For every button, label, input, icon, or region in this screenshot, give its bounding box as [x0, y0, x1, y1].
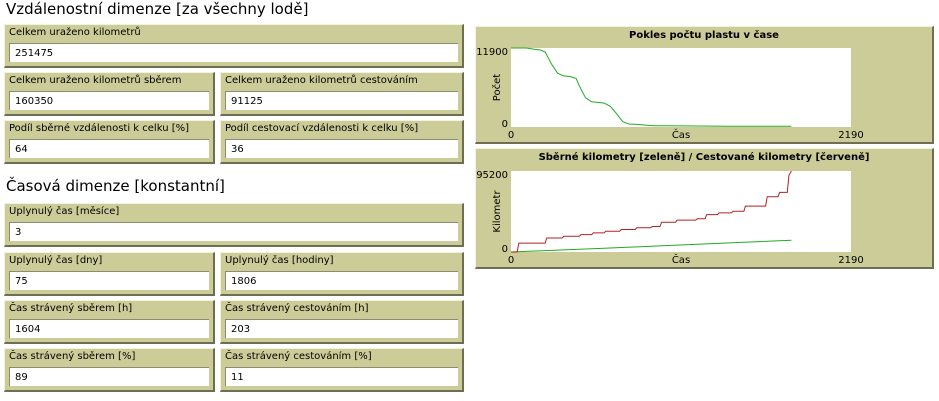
travel-pct-label: Čas strávený cestováním [%] [225, 351, 372, 362]
y-max-label: 95200 [476, 170, 508, 181]
distance-heading: Vzdálenostní dimenze [za všechny lodě] [6, 0, 309, 18]
km-plot: Sběrné kilometry [zeleně] / Cestované ki… [475, 148, 934, 269]
collect-share-monitor: Podíl sběrné vzdálenosti k celku [%] 64 [4, 120, 215, 164]
months-monitor: Uplynulý čas [měsíce] 3 [4, 203, 464, 247]
x-min-label: 0 [508, 130, 514, 141]
travel-share-value: 36 [225, 139, 458, 158]
collect-km-monitor: Celkem uraženo kilometrů sběrem 160350 [4, 72, 215, 116]
collect-h-monitor: Čas strávený sběrem [h] 1604 [4, 300, 215, 344]
total-km-monitor: Celkem uraženo kilometrů 251475 [4, 24, 464, 68]
travel-km-label: Celkem uraženo kilometrů cestováním [225, 75, 418, 86]
collect-km-value: 160350 [9, 91, 209, 110]
km-plot-svg: 95200 00 2190 Čas Kilometr [476, 170, 864, 266]
plastic-plot-title: Pokles počtu plastu v čase [629, 30, 779, 41]
y-axis-label: Počet [491, 74, 503, 101]
x-axis-label: Čas [672, 253, 690, 266]
x-max-label: 2190 [838, 130, 863, 141]
series-line-1 [511, 170, 792, 253]
plot-area [511, 48, 851, 127]
plastic-count-plot: Pokles počtu plastu v čase 11900 0 0 2190 Ča… [475, 26, 934, 144]
travel-km-monitor: Celkem uraženo kilometrů cestováním 9112… [220, 72, 464, 116]
time-heading: Časová dimenze [konstantní] [6, 177, 225, 195]
travel-h-label: Čas strávený cestováním [h] [225, 303, 369, 314]
travel-pct-value: 11 [225, 367, 458, 386]
travel-h-value: 203 [225, 319, 458, 338]
travel-km-value: 91125 [225, 91, 458, 110]
hours-label: Uplynulý čas [hodiny] [225, 255, 334, 266]
collect-pct-label: Čas strávený sběrem [%] [9, 351, 136, 362]
travel-h-monitor: Čas strávený cestováním [h] 203 [220, 300, 464, 344]
collect-share-label: Podíl sběrné vzdálenosti k celku [%] [9, 123, 190, 134]
travel-share-label: Podíl cestovací vzdálenosti k celku [%] [225, 123, 419, 134]
series-line-0 [511, 47, 792, 127]
x-axis-label: Čas [672, 128, 690, 141]
days-value: 75 [9, 271, 209, 290]
plot-area [511, 171, 851, 252]
hours-value: 1806 [225, 271, 458, 290]
y-min-label: 0 [502, 244, 508, 255]
total-km-value: 251475 [9, 43, 458, 62]
days-monitor: Uplynulý čas [dny] 75 [4, 252, 215, 296]
x-min-label: 0 [508, 255, 514, 266]
travel-pct-monitor: Čas strávený cestováním [%] 11 [220, 348, 464, 392]
x-max-label: 2190 [838, 255, 863, 266]
y-axis-label: Kilometr [492, 190, 503, 233]
plastic-plot-svg: 11900 00 2190 Čas Počet [476, 47, 864, 141]
collect-h-label: Čas strávený sběrem [h] [9, 303, 133, 314]
collect-pct-value: 89 [9, 367, 209, 386]
y-min-label: 0 [502, 119, 508, 130]
months-label: Uplynulý čas [měsíce] [9, 206, 120, 217]
collect-pct-monitor: Čas strávený sběrem [%] 89 [4, 348, 215, 392]
travel-share-monitor: Podíl cestovací vzdálenosti k celku [%] … [220, 120, 464, 164]
series-line-0 [510, 239, 792, 253]
collect-km-label: Celkem uraženo kilometrů sběrem [9, 75, 182, 86]
collect-h-value: 1604 [9, 319, 209, 338]
total-km-label: Celkem uraženo kilometrů [9, 27, 141, 38]
km-plot-title: Sběrné kilometry [zeleně] / Cestované ki… [538, 152, 870, 163]
days-label: Uplynulý čas [dny] [9, 255, 103, 266]
hours-monitor: Uplynulý čas [hodiny] 1806 [220, 252, 464, 296]
months-value: 3 [9, 222, 458, 241]
collect-share-value: 64 [9, 139, 209, 158]
y-max-label: 11900 [476, 47, 508, 58]
